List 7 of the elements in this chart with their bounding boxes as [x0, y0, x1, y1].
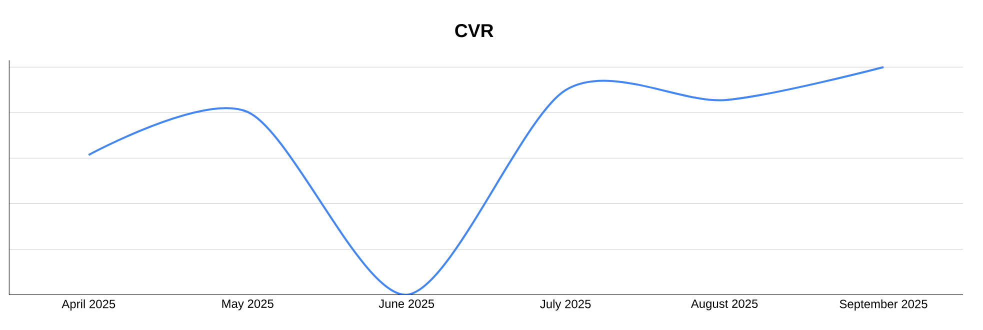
x-tick-label: August 2025	[690, 299, 758, 310]
x-tick-label: May 2025	[222, 299, 274, 310]
x-tick-label: June 2025	[378, 299, 434, 308]
x-tick-label: September 2025	[840, 299, 928, 310]
chart-title: CVR	[455, 24, 494, 38]
x-tick-label: April 2025	[62, 299, 116, 310]
x-tick-label: July 2025	[540, 299, 591, 310]
